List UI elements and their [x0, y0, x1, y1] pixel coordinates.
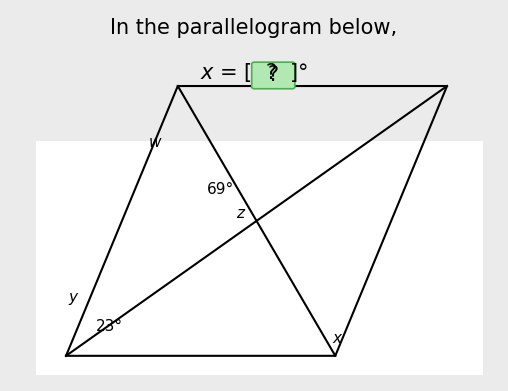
Text: $\it{x}$: $\it{x}$	[332, 331, 343, 346]
FancyBboxPatch shape	[252, 62, 295, 89]
Text: ?: ?	[268, 65, 279, 85]
FancyBboxPatch shape	[36, 141, 483, 375]
Text: 23°: 23°	[96, 319, 123, 334]
Text: In the parallelogram below,: In the parallelogram below,	[110, 18, 398, 38]
Text: $\it{x}$ = [  ?  ]°: $\it{x}$ = [ ? ]°	[200, 61, 308, 84]
Text: $\it{z}$: $\it{z}$	[236, 206, 246, 221]
Text: $\it{w}$: $\it{w}$	[148, 135, 162, 150]
Text: 69°: 69°	[207, 182, 235, 197]
Text: $\it{y}$: $\it{y}$	[68, 291, 79, 307]
